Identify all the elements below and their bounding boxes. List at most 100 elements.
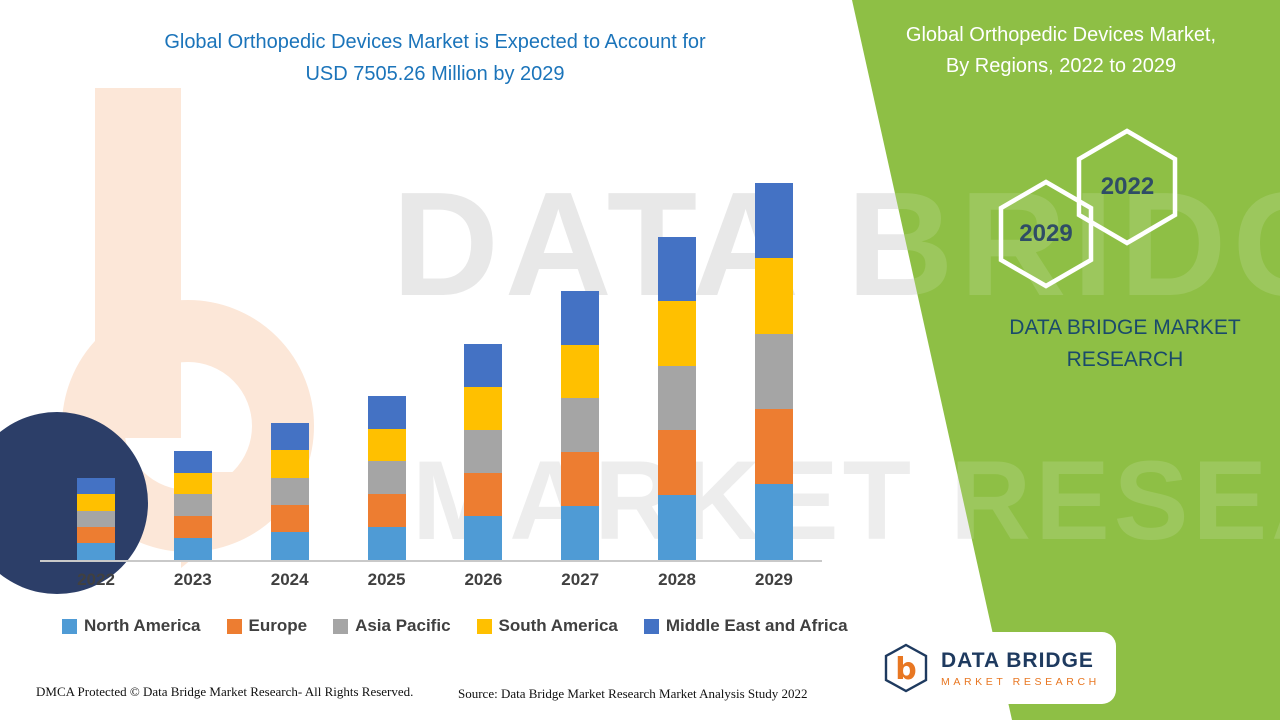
source-note: Source: Data Bridge Market Research Mark…: [458, 686, 808, 701]
bar-segment: [367, 494, 406, 527]
bar-segment: [658, 494, 697, 560]
bar-segment: [658, 301, 697, 366]
bar-segment: [754, 183, 793, 259]
legend-swatch: [333, 618, 349, 634]
bar-group-2024: 2024: [270, 423, 309, 590]
legend-item: Asia Pacific: [333, 616, 451, 636]
bar-segment: [367, 526, 406, 560]
data-bridge-logo-card: b DATA BRIDGE MARKET RESEARCH: [868, 632, 1116, 704]
x-axis-label: 2022: [77, 570, 115, 589]
bar-segment: [658, 430, 697, 495]
bar-segment: [173, 472, 212, 495]
bar-segment: [173, 494, 212, 517]
stacked-bar-2029: [754, 183, 793, 560]
bar-segment: [561, 505, 600, 560]
bar-group-2029: 2029: [754, 183, 793, 590]
stacked-bar-2027: [561, 291, 600, 560]
bar-segment: [754, 333, 793, 409]
bar-group-2025: 2025: [367, 395, 406, 590]
hexagon-year-2022: 2022: [1100, 173, 1155, 200]
panel-heading-line2: By Regions, 2022 to 2029: [945, 55, 1177, 77]
data-bridge-logo-icon: b: [884, 643, 928, 693]
bar-segment: [77, 527, 115, 544]
panel-heading: Global Orthopedic Devices Market, By Reg…: [856, 20, 1266, 82]
logo-name: DATA BRIDGE: [941, 648, 1094, 672]
bar-group-2026: 2026: [464, 344, 503, 590]
bar-segment: [464, 516, 503, 560]
x-axis-label: 2024: [270, 570, 309, 589]
stacked-bar-2025: [367, 395, 406, 560]
bar-segment: [754, 258, 793, 334]
watermark-navy-circle: [0, 412, 148, 594]
bar-segment: [173, 537, 212, 560]
stacked-bar-2028: [658, 237, 697, 560]
bar-segment: [561, 344, 600, 399]
bar-segment: [464, 386, 503, 430]
x-axis-label: 2023: [173, 570, 212, 589]
bar-group-2027: 2027: [561, 291, 600, 590]
legend-item: South America: [476, 616, 618, 636]
x-axis-label: 2028: [658, 570, 696, 589]
bar-segment: [464, 344, 503, 387]
legend-label: Asia Pacific: [355, 616, 451, 635]
legend-swatch: [476, 618, 492, 634]
legend-item: North America: [62, 616, 201, 636]
bar-segment: [77, 494, 115, 512]
bar-chart: 2022 2023 2024 2025 2026 2027 2028 2029: [55, 148, 815, 590]
bar-segment: [270, 423, 309, 451]
x-axis-label: 2029: [754, 570, 793, 589]
bar-segment: [173, 516, 212, 538]
legend-label: North America: [84, 616, 201, 635]
bar-group-2028: 2028: [658, 237, 697, 590]
legend-swatch: [643, 618, 659, 634]
bar-segment: [270, 505, 309, 533]
stacked-bar-2024: [270, 423, 309, 560]
legend-label: South America: [498, 616, 618, 635]
bar-group-2022: 2022: [77, 478, 115, 590]
logo-subtitle: MARKET RESEARCH: [941, 675, 1100, 688]
page-title-line2: USD 7505.26 Million by 2029: [305, 63, 565, 85]
legend-label: Middle East and Africa: [665, 616, 848, 635]
x-axis-line: [40, 560, 822, 562]
legend-item: Europe: [226, 616, 308, 636]
brand-text-on-green: DATA BRIDGE MARKET RESEARCH: [1009, 316, 1241, 371]
bar-segment: [367, 395, 406, 429]
bar-segment: [77, 478, 115, 495]
hexagon-year-2029: 2029: [1019, 220, 1073, 247]
bar-segment: [270, 532, 309, 560]
bar-segment: [754, 408, 793, 485]
bar-segment: [367, 461, 406, 495]
bar-segment: [561, 398, 600, 453]
stacked-bar-2022: [77, 478, 115, 560]
legend-label: Europe: [248, 616, 308, 635]
logo-letter-b: b: [895, 652, 916, 687]
legend-swatch: [226, 618, 242, 634]
bar-group-2023: 2023: [173, 450, 212, 590]
bar-segment: [270, 477, 309, 506]
legend-item: Middle East and Africa: [643, 616, 848, 636]
page-title-line1: Global Orthopedic Devices Market is Expe…: [164, 31, 706, 53]
bar-segment: [561, 291, 600, 345]
bar-segment: [561, 452, 600, 506]
legend: North America Europe Asia Pacific South Ame…: [62, 616, 848, 636]
x-axis-label: 2025: [367, 570, 406, 589]
stacked-bar-2026: [464, 344, 503, 560]
bar-segment: [754, 484, 793, 560]
bar-segment: [464, 429, 503, 474]
bar-segment: [367, 428, 406, 462]
panel-heading-line1: Global Orthopedic Devices Market,: [905, 24, 1217, 46]
bar-segment: [173, 450, 212, 473]
logo-text-block: DATA BRIDGE MARKET RESEARCH: [941, 649, 1100, 688]
bar-segment: [658, 237, 697, 302]
bar-segment: [658, 365, 697, 431]
bar-segment: [270, 450, 309, 478]
x-axis-label: 2026: [464, 570, 503, 589]
bar-segment: [464, 473, 503, 517]
legend-swatch: [62, 618, 77, 634]
x-axis-label: 2027: [561, 570, 600, 589]
stacked-bar-2023: [173, 450, 212, 560]
bar-segment: [77, 543, 115, 560]
page-title: Global Orthopedic Devices Market is Expe…: [60, 26, 810, 90]
bar-segment: [77, 511, 115, 528]
dmca-notice: DMCA Protected © Data Bridge Market Rese…: [36, 684, 414, 699]
